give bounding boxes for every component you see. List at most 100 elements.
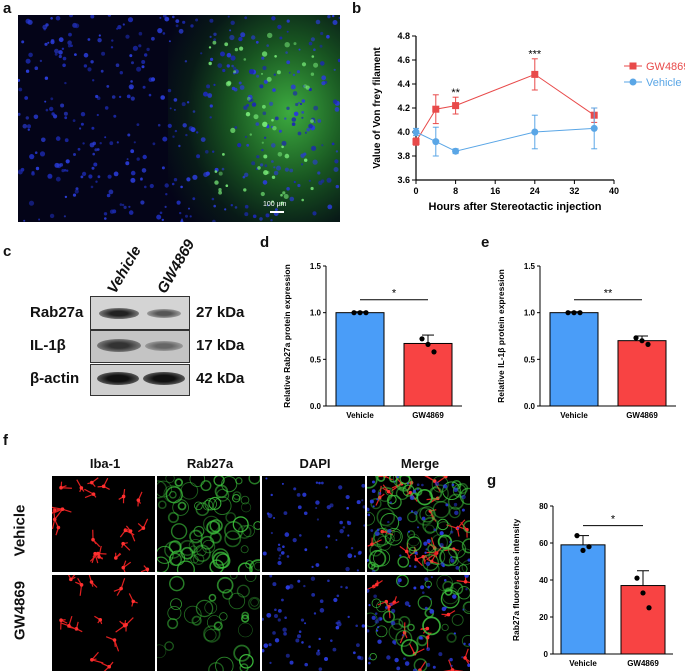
nucleus-dot: [291, 122, 296, 126]
green-cell-dot: [310, 186, 314, 191]
microglia-soma: [79, 486, 84, 490]
rab27a-signal: [388, 623, 406, 641]
nucleus-dot: [58, 54, 62, 59]
rab27a-signal: [382, 610, 396, 623]
nucleus-dot: [140, 178, 143, 181]
nucleus-dot: [234, 126, 238, 129]
nucleus-dot: [212, 219, 216, 222]
y-axis-label: Relative IL-1β protein expression: [496, 269, 506, 403]
data-point: [412, 128, 420, 136]
rab27a-signal: [387, 494, 397, 505]
x-tick-label: 24: [530, 186, 540, 196]
nucleus-dot: [279, 36, 283, 40]
nucleus-dot: [74, 189, 79, 194]
dapi-nucleus: [285, 653, 290, 658]
nucleus-dot: [168, 40, 171, 43]
dapi-nucleus: [439, 531, 444, 536]
dapi-nucleus: [456, 527, 460, 530]
nucleus-dot: [144, 53, 148, 57]
nucleus-dot: [110, 46, 114, 49]
nucleus-dot: [251, 102, 257, 107]
dapi-nucleus: [407, 530, 410, 533]
microglia-soma: [387, 604, 391, 609]
nucleus-dot: [313, 105, 319, 111]
microglia-soma: [91, 537, 95, 542]
nucleus-dot: [165, 193, 168, 196]
nucleus-dot: [334, 107, 340, 112]
nucleus-dot: [200, 52, 203, 55]
nucleus-dot: [146, 47, 150, 52]
green-cell-dot: [257, 166, 261, 170]
nucleus-dot: [192, 197, 196, 201]
dapi-nucleus: [356, 643, 360, 648]
x-axis-label: Hours after Stereotactic injection: [429, 201, 602, 213]
replicate-point: [431, 349, 437, 355]
row-label-vehicle: Vehicle: [11, 504, 29, 557]
dapi-nucleus: [347, 534, 350, 537]
dapi-nucleus: [429, 609, 435, 614]
y-tick-label: 1.0: [310, 309, 322, 318]
nucleus-dot: [169, 107, 172, 110]
rab27a-signal: [214, 484, 229, 499]
dapi-nucleus: [300, 618, 305, 622]
blot-row-label-bactin: β-actin: [30, 370, 80, 387]
if-tile-rab27a-row2: [157, 575, 260, 671]
nucleus-dot: [273, 73, 276, 76]
nucleus-dot: [144, 185, 147, 189]
nucleus-dot: [271, 160, 274, 163]
nucleus-dot: [113, 114, 117, 118]
nucleus-dot: [312, 211, 317, 216]
rab27a-signal: [248, 596, 260, 610]
rab27a-signal: [240, 545, 249, 554]
blot-band-rab27a: [90, 296, 190, 330]
nucleus-dot: [164, 205, 167, 208]
data-point: [432, 105, 440, 113]
nucleus-dot: [229, 34, 235, 41]
dapi-nucleus: [442, 484, 448, 489]
rab27a-signal: [183, 605, 202, 624]
nucleus-dot: [90, 185, 94, 189]
green-cell-dot: [284, 42, 290, 48]
dapi-nucleus: [393, 480, 396, 483]
dapi-nucleus: [424, 577, 429, 582]
nucleus-dot: [298, 48, 301, 51]
microglia-process: [448, 659, 454, 671]
nucleus-dot: [92, 79, 95, 82]
dapi-nucleus: [353, 555, 357, 558]
rab27a-signal: [179, 539, 196, 557]
nucleus-dot: [238, 36, 243, 42]
nucleus-dot: [174, 129, 178, 133]
nucleus-dot: [213, 83, 216, 86]
rab27a-signal: [400, 638, 419, 657]
rab27a-signal: [376, 476, 386, 482]
nucleus-dot: [327, 15, 331, 19]
dapi-nucleus: [274, 608, 277, 612]
dapi-nucleus: [274, 613, 279, 618]
nucleus-dot: [97, 175, 101, 179]
microglia-soma: [463, 656, 467, 660]
rab27a-signal: [242, 524, 255, 537]
nucleus-dot: [28, 52, 33, 58]
x-tick-label: GW4869: [627, 659, 659, 668]
dapi-nucleus: [292, 538, 297, 543]
nucleus-dot: [24, 96, 29, 100]
if-tile-rab27a-row1: [157, 476, 260, 572]
nucleus-dot: [321, 81, 326, 86]
nucleus-dot: [226, 64, 230, 68]
microglia-soma: [386, 489, 391, 494]
dapi-nucleus: [361, 483, 365, 488]
dapi-nucleus: [345, 494, 350, 500]
y-tick-label: 3.8: [397, 151, 410, 161]
panel-label-b: b: [352, 0, 362, 17]
dapi-nucleus: [410, 510, 414, 513]
nucleus-dot: [310, 37, 315, 42]
rab27a-signal: [376, 507, 396, 527]
rab27a-signal: [436, 575, 453, 592]
nucleus-dot: [50, 97, 54, 101]
microglia-process: [120, 578, 126, 589]
nucleus-dot: [61, 47, 65, 50]
rab27a-signal: [388, 476, 398, 483]
nucleus-dot: [182, 20, 186, 24]
y-tick-label: 1.5: [310, 262, 322, 271]
nucleus-dot: [79, 127, 82, 130]
